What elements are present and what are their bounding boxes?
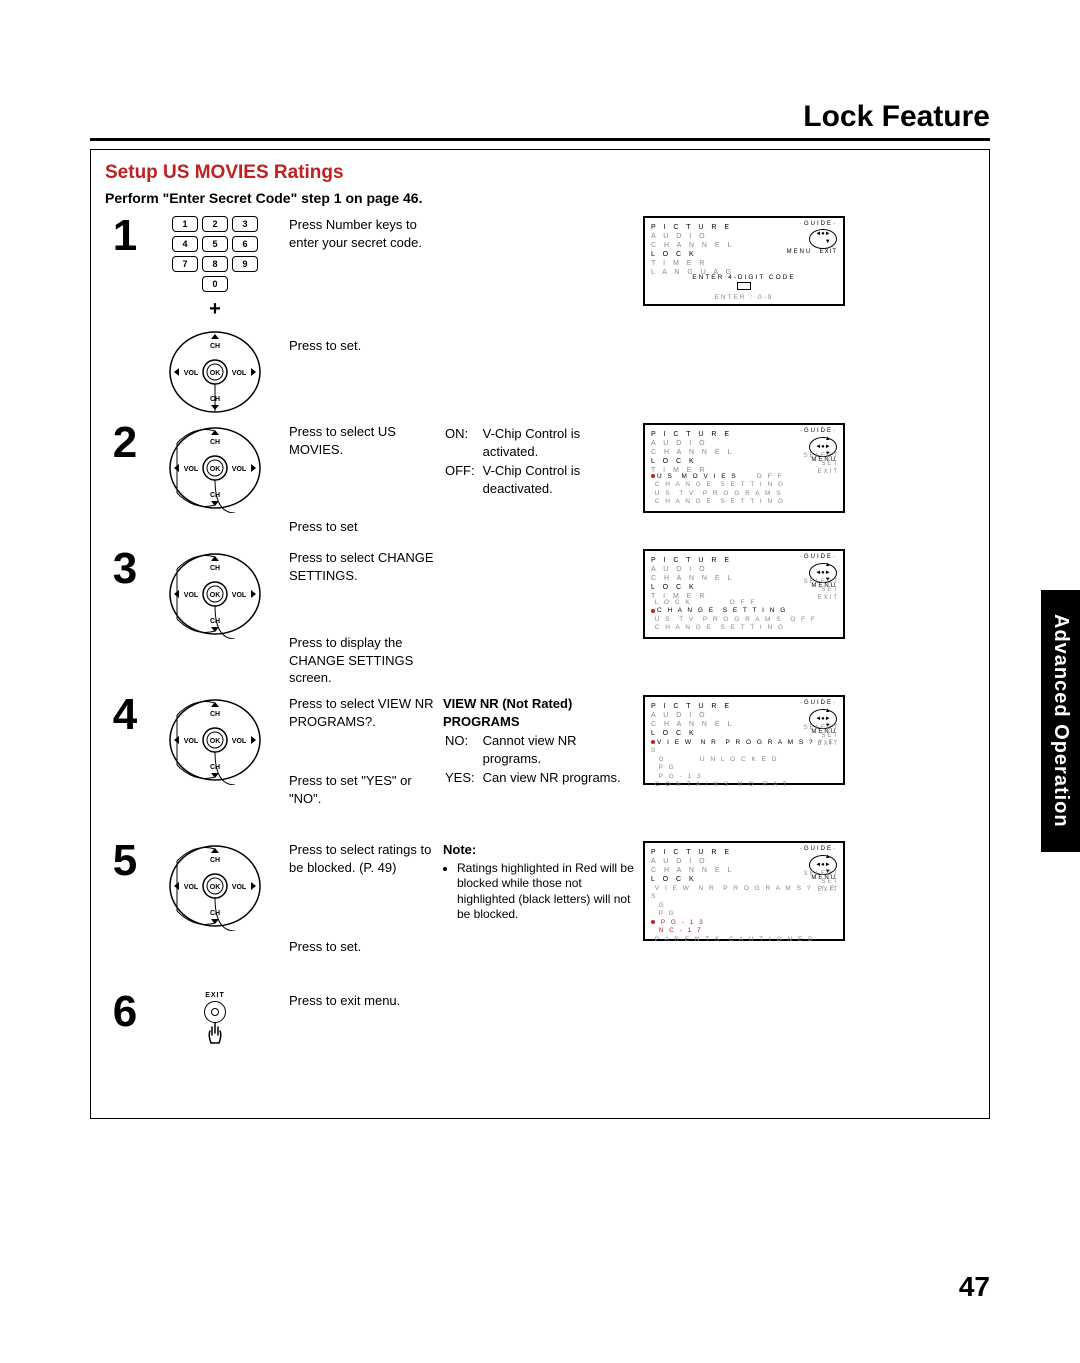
number-keypad: 1 2 3 4 5 6 7 8 9 0: [172, 216, 258, 292]
svg-text:OK: OK: [210, 884, 221, 891]
step-6-text-a: Press to exit menu.: [289, 992, 435, 1010]
key-2[interactable]: 2: [202, 216, 228, 232]
svg-text:VOL: VOL: [184, 466, 199, 473]
section-sub-instruction: Perform "Enter Secret Code" step 1 on pa…: [105, 190, 975, 206]
svg-text:VOL: VOL: [184, 884, 199, 891]
nav-pad-2[interactable]: OK CH CH VOL VOL: [165, 423, 265, 513]
step-4-head: VIEW NR (Not Rated) PROGRAMS: [443, 695, 635, 730]
step-6-number: 6: [105, 992, 145, 1032]
screen-1: P I C T U R EA U D I OC H A N N E LL O C…: [643, 216, 845, 306]
key-3[interactable]: 3: [232, 216, 258, 232]
svg-text:CH: CH: [210, 618, 220, 625]
step-3-text-b: Press to display the CHANGE SETTINGS scr…: [289, 634, 435, 687]
key-9[interactable]: 9: [232, 256, 258, 272]
screen-1-menu: P I C T U R EA U D I OC H A N N E LL O C…: [651, 223, 734, 278]
step-1-text-a: Press Number keys to enter your secret c…: [289, 216, 435, 251]
step-2-text-b: Press to set: [289, 518, 435, 536]
step-2-number: 2: [105, 423, 145, 463]
key-1[interactable]: 1: [172, 216, 198, 232]
step-3-number: 3: [105, 549, 145, 589]
svg-text:VOL: VOL: [184, 592, 199, 599]
svg-text:OK: OK: [210, 592, 221, 599]
step-1: 1 1 2 3 4 5 6 7 8 9 0 + OK: [105, 216, 975, 417]
step-2-desc: ON:V-Chip Control is activated. OFF:V-Ch…: [443, 423, 635, 499]
page-title: Lock Feature: [90, 100, 990, 141]
svg-text:CH: CH: [210, 711, 220, 718]
svg-text:CH: CH: [210, 910, 220, 917]
svg-text:OK: OK: [210, 370, 221, 377]
step-5: 5 OK CH CH VOL VOL Press to select ratings t…: [105, 841, 975, 986]
svg-text:CH: CH: [210, 439, 220, 446]
key-0[interactable]: 0: [202, 276, 228, 292]
nav-pad-4[interactable]: OK CH CH VOL VOL: [165, 695, 265, 785]
side-tab: Advanced Operation: [1041, 590, 1080, 852]
svg-text:VOL: VOL: [232, 884, 247, 891]
step-2: 2 OK CH CH VOL VOL Press to select US MOVIES…: [105, 423, 975, 543]
screen-2: P I C T U R EA U D I OC H A N N E LL O C…: [643, 423, 845, 513]
content-box: Setup US MOVIES Ratings Perform "Enter S…: [90, 149, 990, 1119]
svg-text:VOL: VOL: [232, 738, 247, 745]
step-2-text-a: Press to select US MOVIES.: [289, 423, 435, 458]
key-7[interactable]: 7: [172, 256, 198, 272]
step-4-desc: NO:Cannot view NR programs. YES:Can view…: [443, 730, 635, 789]
key-4[interactable]: 4: [172, 236, 198, 252]
step-5-number: 5: [105, 841, 145, 881]
svg-text:VOL: VOL: [232, 370, 247, 377]
step-4-text-b: Press to set "YES" or "NO".: [289, 772, 435, 807]
step-5-note-head: Note:: [443, 841, 635, 859]
nav-pad-5[interactable]: OK CH CH VOL VOL: [165, 841, 265, 931]
svg-text:CH: CH: [210, 343, 220, 350]
screen-4: P I C T U R EA U D I OC H A N N E LL O C…: [643, 695, 845, 785]
svg-text:CH: CH: [210, 764, 220, 771]
svg-text:OK: OK: [210, 466, 221, 473]
step-4: 4 OK CH CH VOL VOL Press to select VIEW NR P…: [105, 695, 975, 835]
step-3: 3 OK CH CH VOL VOL Press to select CHANGE SE…: [105, 549, 975, 689]
svg-text:OK: OK: [210, 738, 221, 745]
key-8[interactable]: 8: [202, 256, 228, 272]
svg-text:VOL: VOL: [232, 466, 247, 473]
plus-symbol: +: [209, 298, 221, 321]
section-title: Setup US MOVIES Ratings: [105, 162, 975, 184]
step-4-number: 4: [105, 695, 145, 735]
svg-text:CH: CH: [210, 492, 220, 499]
svg-text:VOL: VOL: [184, 738, 199, 745]
step-5-note: Ratings highlighted in Red will be block…: [443, 861, 635, 923]
step-6: 6 EXIT Press to exit menu.: [105, 992, 975, 1052]
screen-5: P I C T U R EA U D I OC H A N N E LL O C…: [643, 841, 845, 941]
key-6[interactable]: 6: [232, 236, 258, 252]
step-3-text-a: Press to select CHANGE SETTINGS.: [289, 549, 435, 584]
screen-3: P I C T U R EA U D I OC H A N N E LL O C…: [643, 549, 845, 639]
hand-icon: [204, 1021, 226, 1047]
svg-text:CH: CH: [210, 857, 220, 864]
step-4-text-a: Press to select VIEW NR PROGRAMS?.: [289, 695, 435, 730]
key-5[interactable]: 5: [202, 236, 228, 252]
nav-pad-1[interactable]: OK CH CH VOL VOL: [165, 327, 265, 417]
svg-text:VOL: VOL: [232, 592, 247, 599]
step-1-text-b: Press to set.: [289, 337, 435, 355]
svg-text:VOL: VOL: [184, 370, 199, 377]
exit-button[interactable]: EXIT: [204, 992, 226, 1047]
nav-pad-3[interactable]: OK CH CH VOL VOL: [165, 549, 265, 639]
step-1-number: 1: [105, 216, 145, 256]
step-5-text-a: Press to select ratings to be blocked. (…: [289, 841, 435, 876]
step-5-text-b: Press to set.: [289, 938, 435, 956]
svg-text:CH: CH: [210, 565, 220, 572]
page-number: 47: [959, 1271, 990, 1303]
